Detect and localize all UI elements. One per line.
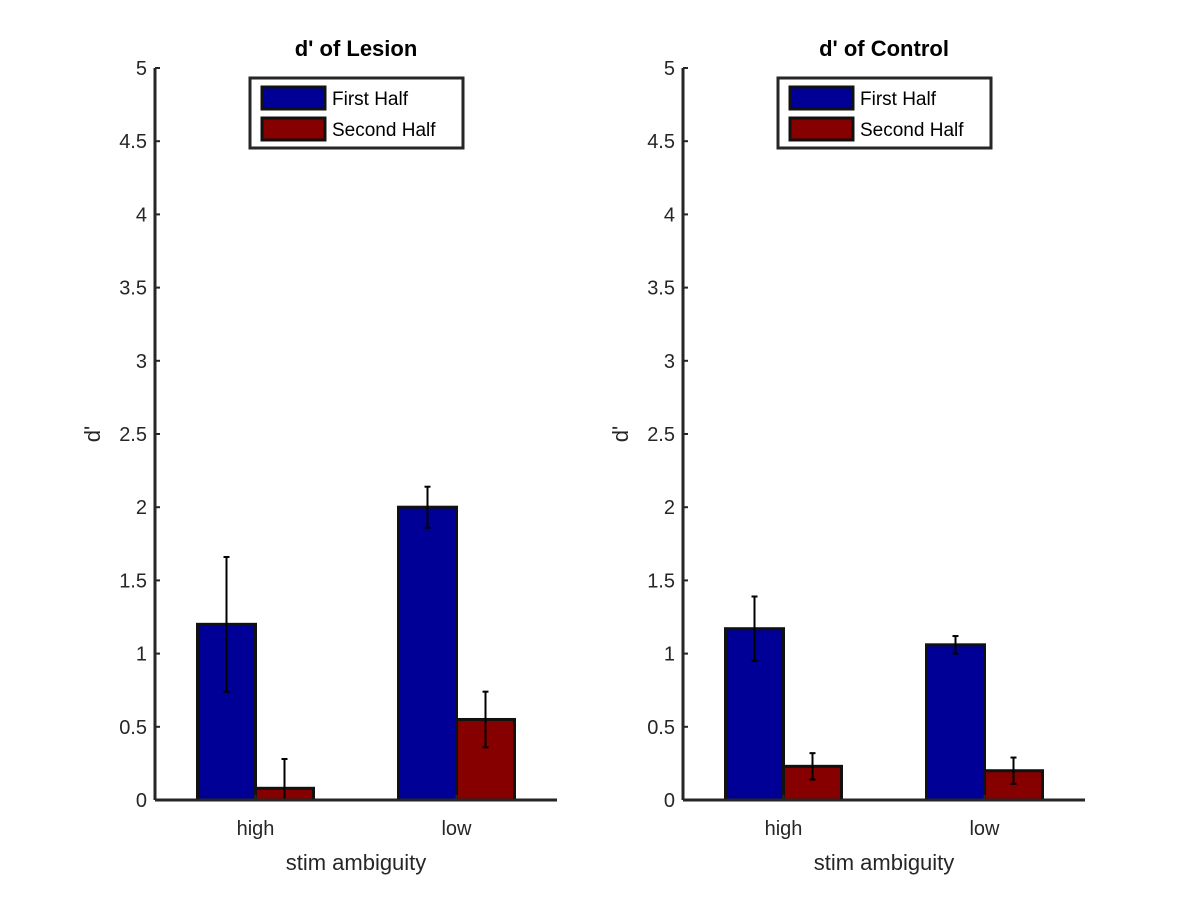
y-axis-label: d' <box>80 426 105 442</box>
legend-swatch-second-half <box>788 116 855 142</box>
x-axis-label: stim ambiguity <box>814 850 955 875</box>
legend-swatch-second-half <box>260 116 327 142</box>
chart-panel-1: 0 0.5 1 1.5 2 2.5 3 3.5 4 4.5 5 high low d' of Contro… <box>608 36 1085 875</box>
y-axis-label: d' <box>608 426 633 442</box>
y-tick-label: 3 <box>136 351 147 373</box>
x-tick-label: low <box>969 818 1000 840</box>
chart-title: d' of Control <box>819 36 949 61</box>
y-tick-label: 0.5 <box>119 717 147 739</box>
y-tick-label: 2 <box>664 497 675 519</box>
y-tick-label: 3.5 <box>647 278 675 300</box>
chart-panel-0: 0 0.5 1 1.5 2 2.5 3 3.5 4 4.5 5 high low d' of Lesion… <box>80 36 557 875</box>
legend-label: First Half <box>860 89 937 110</box>
legend-label: First Half <box>332 89 409 110</box>
y-tick-label: 3.5 <box>119 278 147 300</box>
legend-label: Second Half <box>860 120 964 141</box>
legend: First Half Second Half <box>776 76 993 150</box>
x-tick-label: high <box>765 818 803 840</box>
y-tick-label: 1.5 <box>647 570 675 592</box>
y-tick-label: 0.5 <box>647 717 675 739</box>
y-tick-label: 1.5 <box>119 570 147 592</box>
y-tick-label: 0 <box>664 790 675 812</box>
y-tick-label: 5 <box>136 58 147 80</box>
y-tick-label: 4.5 <box>119 131 147 153</box>
bar-first-half-low <box>397 505 458 802</box>
chart-title: d' of Lesion <box>295 36 418 61</box>
y-tick-label: 1 <box>136 644 147 666</box>
y-tick-label: 2 <box>136 497 147 519</box>
y-tick-label: 2.5 <box>647 424 675 446</box>
y-tick-label: 4 <box>664 204 675 226</box>
legend-swatch-first-half <box>260 85 327 111</box>
y-tick-label: 3 <box>664 351 675 373</box>
x-axis-label: stim ambiguity <box>286 850 427 875</box>
y-tick-label: 1 <box>664 644 675 666</box>
x-tick-label: high <box>237 818 275 840</box>
y-tick-label: 4.5 <box>647 131 675 153</box>
y-tick-label: 2.5 <box>119 424 147 446</box>
x-tick-label: low <box>441 818 472 840</box>
legend-swatch-first-half <box>788 85 855 111</box>
y-tick-label: 0 <box>136 790 147 812</box>
legend-label: Second Half <box>332 120 436 141</box>
bar-first-half-low <box>925 643 986 802</box>
y-tick-label: 5 <box>664 58 675 80</box>
legend: First Half Second Half <box>248 76 465 150</box>
y-tick-label: 4 <box>136 204 147 226</box>
